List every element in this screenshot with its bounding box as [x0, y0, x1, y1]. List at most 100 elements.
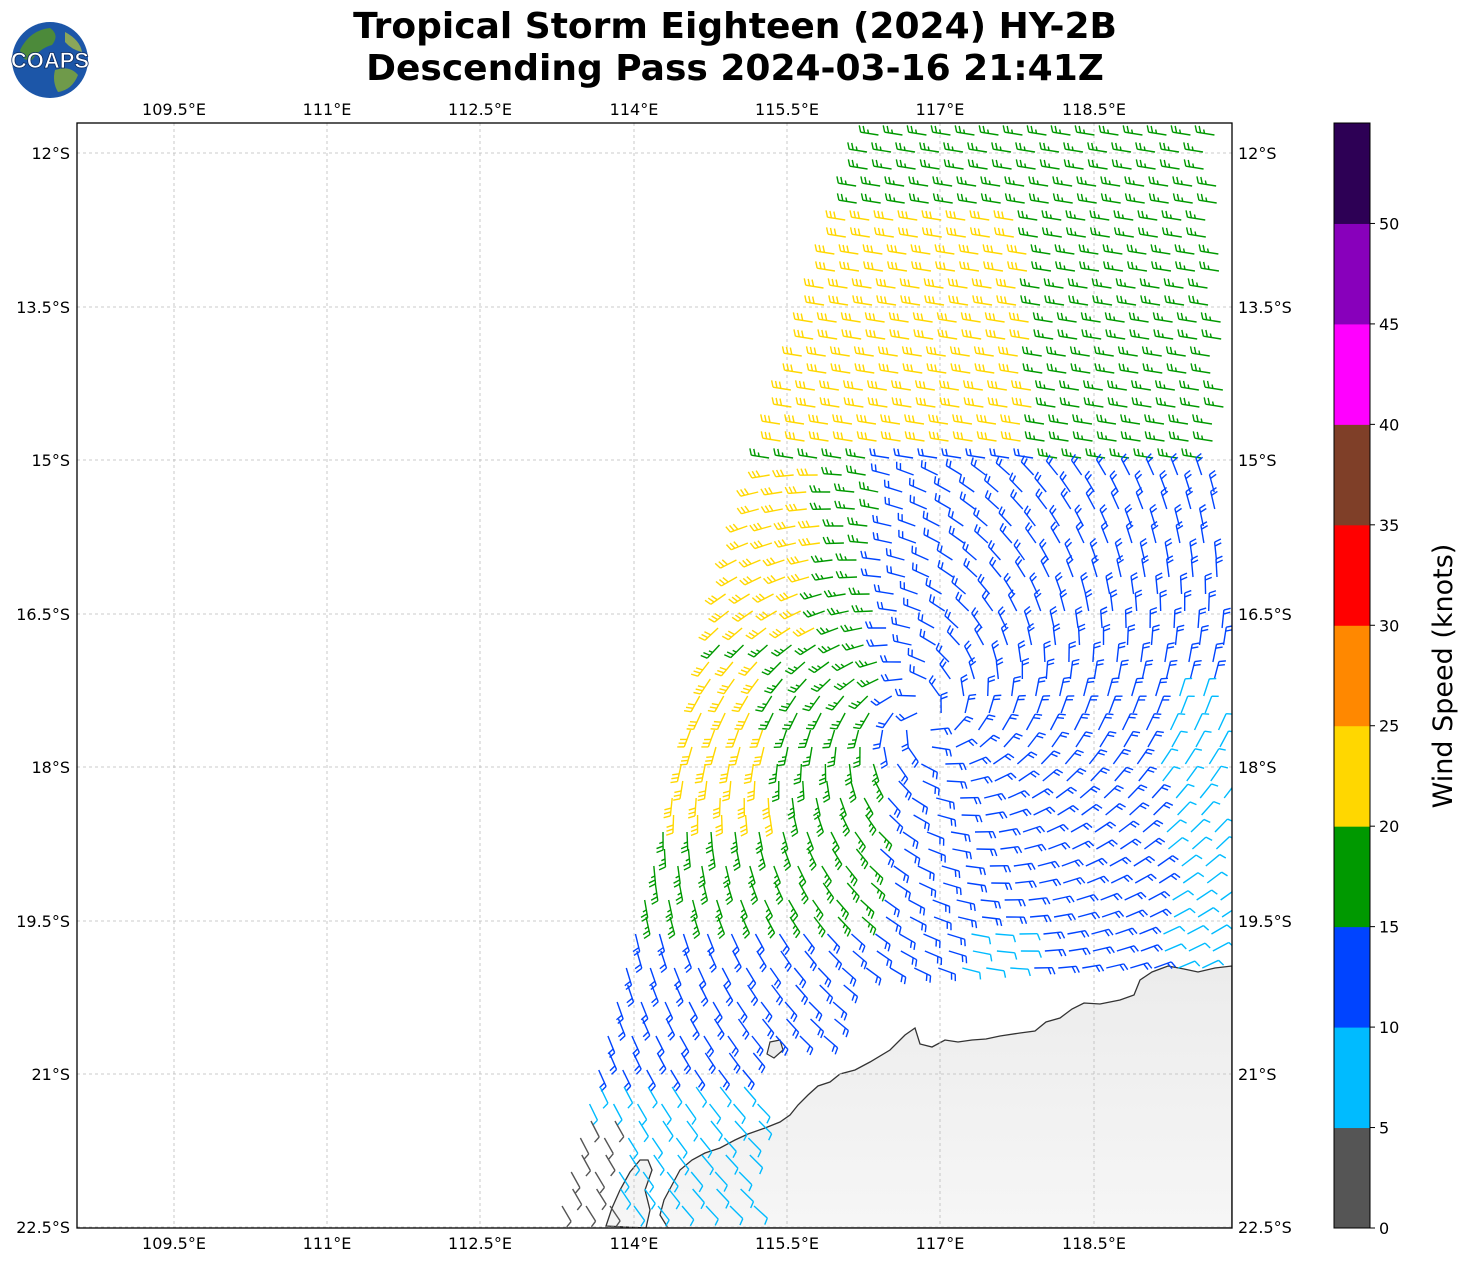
wind-barb — [1179, 397, 1200, 408]
wind-barb — [1192, 414, 1213, 425]
lat-tick-label: 19.5°S — [16, 912, 70, 931]
wind-barb — [1179, 677, 1193, 697]
wind-barb — [1115, 278, 1136, 289]
wind-barb — [947, 508, 964, 527]
wind-barb — [686, 712, 702, 731]
wind-barb — [952, 414, 973, 425]
wind-barb — [1121, 713, 1138, 731]
wind-barb — [1033, 329, 1054, 340]
wind-barb — [816, 627, 839, 635]
wind-barb — [883, 479, 903, 493]
gridlines — [77, 123, 1232, 1228]
wind-barb — [1101, 910, 1125, 919]
chart-title-line-2: Descending Pass 2024-03-16 21:41Z — [366, 48, 1104, 89]
wind-barb — [825, 695, 845, 711]
wind-barb — [833, 678, 855, 691]
wind-barb — [825, 210, 846, 221]
wind-barb — [1103, 784, 1124, 799]
wind-barb — [921, 227, 942, 238]
wind-barb — [760, 487, 783, 496]
wind-barb — [922, 510, 940, 527]
wind-barb — [860, 568, 882, 578]
wind-barb — [810, 678, 831, 693]
wind-barb — [1073, 713, 1090, 731]
wind-barb — [872, 532, 893, 544]
wind-barb — [1031, 261, 1052, 272]
wind-barb — [899, 278, 920, 289]
wind-barb — [855, 848, 869, 870]
wind-barb — [992, 753, 1015, 765]
wind-barb — [670, 763, 683, 784]
wind-barb — [1044, 295, 1065, 306]
wind-barb — [810, 555, 833, 563]
wind-barb — [1097, 713, 1114, 731]
wind-barb — [1185, 227, 1206, 238]
wind-barb — [1096, 414, 1117, 425]
wind-barb — [995, 933, 1017, 943]
wind-barb — [1192, 431, 1213, 442]
wind-barb — [1041, 227, 1062, 238]
wind-barb — [1195, 730, 1212, 748]
wind-barb — [973, 524, 989, 544]
wind-barb — [875, 933, 891, 952]
wind-barb — [1004, 899, 1026, 907]
wind-barb — [1068, 640, 1077, 663]
wind-barb — [996, 295, 1017, 306]
wind-barb — [705, 831, 714, 854]
wind-barb — [1067, 278, 1088, 289]
wind-barb — [1010, 489, 1024, 510]
wind-barb — [887, 797, 901, 818]
wind-barb — [880, 746, 888, 769]
wind-barb — [1130, 572, 1139, 595]
wind-barb — [869, 448, 890, 459]
wind-barb — [897, 512, 916, 527]
wind-barb — [1207, 590, 1217, 612]
wind-barb — [947, 933, 966, 947]
wind-barb — [1022, 825, 1046, 834]
wind-barb — [1184, 748, 1203, 765]
wind-barb — [797, 520, 820, 529]
wind-barb — [1205, 853, 1227, 867]
wind-barb — [1166, 363, 1187, 374]
wind-barb — [1046, 363, 1067, 374]
wind-barb — [1094, 821, 1117, 833]
wind-barb — [1083, 397, 1104, 408]
wind-barb — [900, 295, 921, 306]
island — [766, 1039, 784, 1059]
wind-barb — [1138, 766, 1157, 782]
wind-barb — [871, 142, 892, 153]
wind-barb — [1037, 860, 1060, 869]
wind-barb — [884, 496, 903, 510]
wind-barb — [1017, 640, 1026, 663]
wind-barb — [1042, 768, 1064, 782]
wind-barb — [750, 882, 759, 906]
wind-barb — [984, 792, 1007, 801]
wind-barb — [901, 346, 922, 357]
wind-barb — [869, 865, 884, 886]
wind-barb — [1171, 730, 1188, 748]
wind-barb — [901, 729, 909, 752]
wind-barb — [1168, 431, 1189, 442]
wind-barb — [1183, 589, 1192, 612]
wind-barb — [778, 695, 797, 712]
wind-barb — [952, 848, 972, 860]
wind-barb — [1099, 504, 1108, 527]
wind-barb — [1114, 766, 1134, 782]
wind-barb — [973, 346, 994, 357]
wind-barb — [928, 414, 949, 425]
wind-barb — [1131, 397, 1152, 408]
wind-barb — [1049, 713, 1066, 731]
wind-barb — [790, 814, 799, 838]
wind-barb — [980, 899, 1002, 909]
wind-barb — [1124, 176, 1145, 187]
wind-barb — [962, 380, 983, 391]
wind-barb — [1024, 522, 1037, 544]
wind-barb — [994, 772, 1017, 782]
wind-barb — [948, 525, 965, 544]
wind-barb — [1061, 859, 1084, 867]
wind-barb — [880, 414, 901, 425]
colorbar-tick-label: 10 — [1379, 1018, 1399, 1037]
wind-barb — [1065, 210, 1086, 221]
wind-barb — [1144, 431, 1165, 442]
